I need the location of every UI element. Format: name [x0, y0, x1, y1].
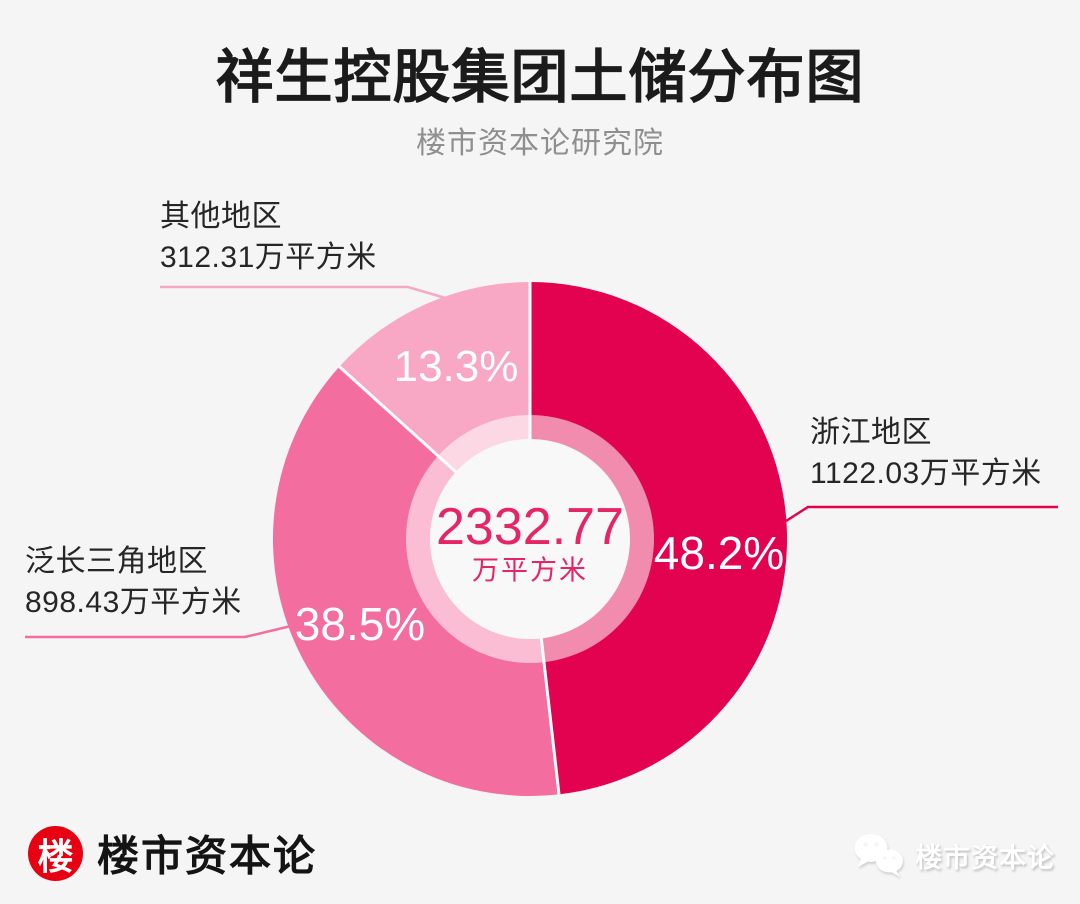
wechat-icon [854, 834, 903, 877]
watermark-text: 楼市资本论 [915, 842, 1055, 873]
pie-slice-0 [530, 282, 788, 795]
leader-line-other [160, 285, 453, 302]
leader-line-zhejiang [785, 505, 1058, 523]
callout-label-fan: 泛长三角地区 898.43万平方米 [25, 541, 242, 623]
callout-label-zhejiang-name: 浙江地区 [810, 416, 932, 449]
callout-label-other-value: 312.31万平方米 [160, 241, 377, 274]
watermark: 楼市资本论 [851, 832, 1055, 878]
percent-label-fan: 38.5% [294, 598, 426, 650]
callout-label-fan-name: 泛长三角地区 [25, 545, 208, 578]
leader-line-fan [25, 624, 292, 639]
page-subtitle: 楼市资本论研究院 [416, 127, 664, 160]
percent-label-other: 13.3% [393, 342, 519, 391]
donut-hole [430, 439, 630, 639]
brand-name: 楼市资本论 [97, 834, 318, 881]
center-total-unit: 万平方米 [472, 555, 588, 586]
brand-logo-char: 楼 [37, 836, 74, 877]
brand-logo-icon: 楼 [28, 826, 83, 881]
center-total-value: 2332.77 [436, 498, 624, 556]
callout-label-zhejiang-value: 1122.03万平方米 [810, 457, 1042, 490]
callout-label-zhejiang: 浙江地区 1122.03万平方米 [810, 412, 1042, 494]
leader-lines [25, 285, 1058, 639]
callout-label-fan-value: 898.43万平方米 [25, 586, 242, 619]
callout-label-other-name: 其他地区 [160, 200, 282, 233]
page-title: 祥生控股集团土储分布图 [215, 45, 865, 110]
callout-label-other: 其他地区 312.31万平方米 [160, 196, 377, 278]
percent-label-zhejiang: 48.2% [653, 527, 785, 579]
